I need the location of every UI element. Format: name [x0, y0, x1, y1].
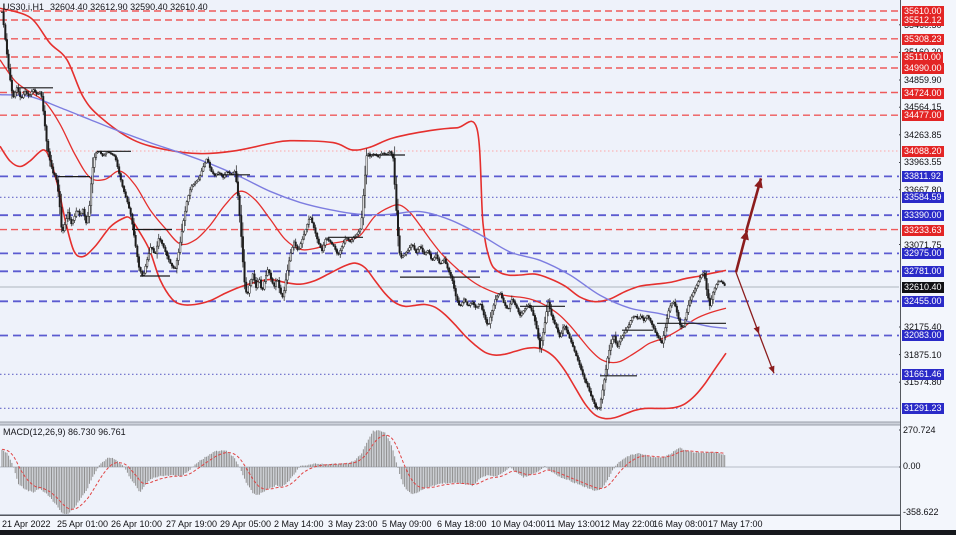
time-label: 5 May 09:00 [382, 519, 432, 529]
macd-scale-min: -358.622 [903, 507, 939, 517]
macd-signal-line [1, 434, 725, 510]
price-level-label: 35512.12 [902, 15, 944, 26]
grid-price-label: 34564.15 [904, 102, 942, 112]
grid-price-label: 31574.80 [904, 377, 942, 387]
grid-price-label: 31875.10 [904, 350, 942, 360]
trend-arrow[interactable] [735, 272, 760, 335]
chart-title: US30.i,H1 32604.40 32612.90 32590.40 3261… [3, 2, 208, 12]
price-level-label: 33233.63 [902, 225, 944, 236]
macd-values: 86.730 96.761 [68, 427, 126, 437]
pane-separator[interactable] [0, 422, 900, 425]
time-label: 6 May 18:00 [437, 519, 487, 529]
grid-price-label: 34859.90 [904, 75, 942, 85]
price-level-label: 35610.00 [902, 6, 944, 17]
current-price-label: 32610.40 [902, 282, 944, 293]
time-label: 11 May 13:00 [546, 519, 600, 529]
price-axis[interactable]: 35460.5035160.2034859.9034564.1534263.85… [900, 0, 956, 530]
price-level-label: 31661.46 [902, 369, 944, 380]
price-level-label: 34477.00 [902, 110, 944, 121]
time-label: 21 Apr 2022 [2, 519, 51, 529]
price-level-label: 35110.00 [902, 52, 943, 63]
time-axis[interactable]: 21 Apr 2022 25 Apr 01:00 26 Apr 10:00 27 Ap… [0, 515, 956, 531]
time-label: 10 May 04:00 [491, 519, 546, 529]
macd-scale-max: 270.724 [903, 425, 936, 435]
grid-price-label: 34263.85 [904, 130, 942, 140]
price-level-label: 32455.00 [902, 296, 944, 307]
time-label: 29 Apr 05:00 [220, 519, 272, 529]
macd-name: MACD(12,26,9) [3, 427, 66, 437]
window-bottom-edge [0, 530, 956, 535]
grid-price-label: 33071.75 [904, 240, 942, 250]
price-level-label: 32975.00 [902, 248, 944, 259]
grid-price-label: 33667.80 [904, 185, 942, 195]
price-level-label: 34088.20 [902, 146, 944, 157]
ohlc-values: 32604.40 32612.90 32590.40 32610.40 [50, 2, 208, 12]
symbol-timeframe-label: US30.i,H1 [3, 2, 45, 12]
trend-arrow[interactable] [744, 178, 763, 233]
price-level-label: 35308.23 [902, 34, 944, 45]
price-level-label: 34990.00 [902, 63, 944, 74]
time-label: 2 May 14:00 [274, 519, 324, 529]
time-label: 17 May 17:00 [708, 519, 763, 529]
time-label: 12 May 22:00 [600, 519, 655, 529]
time-label: 25 Apr 01:00 [57, 519, 109, 529]
candles [1, 3, 726, 411]
price-level-label: 33390.00 [902, 210, 944, 221]
price-level-label: 33584.59 [902, 192, 944, 203]
structure-level-segments [17, 87, 726, 377]
indicator-overlays [0, 7, 728, 420]
time-label: 16 May 08:00 [653, 519, 708, 529]
grid-price-label: 32175.40 [904, 322, 942, 332]
macd-indicator-label: MACD(12,26,9) 86.730 96.761 [3, 427, 126, 437]
price-level-label: 32781.00 [902, 266, 944, 277]
time-label: 26 Apr 10:00 [111, 519, 163, 529]
bollinger-upper-line [0, 7, 727, 303]
macd-pane[interactable] [0, 430, 899, 514]
price-level-label: 34724.00 [902, 88, 944, 99]
trend-projection-arrows [734, 178, 775, 374]
macd-scale-zero: 0.00 [903, 461, 921, 471]
ma-blue-line [0, 94, 728, 330]
ma-red-line [0, 59, 727, 364]
price-pane[interactable] [0, 3, 899, 420]
price-level-label: 32083.00 [902, 330, 944, 341]
bollinger-lower-line [0, 145, 727, 420]
price-level-label: 33811.92 [902, 171, 943, 182]
time-label: 27 Apr 19:00 [166, 519, 218, 529]
grid-price-label: 33963.55 [904, 157, 942, 167]
price-level-label: 31291.23 [902, 403, 944, 414]
time-label: 3 May 23:00 [328, 519, 378, 529]
